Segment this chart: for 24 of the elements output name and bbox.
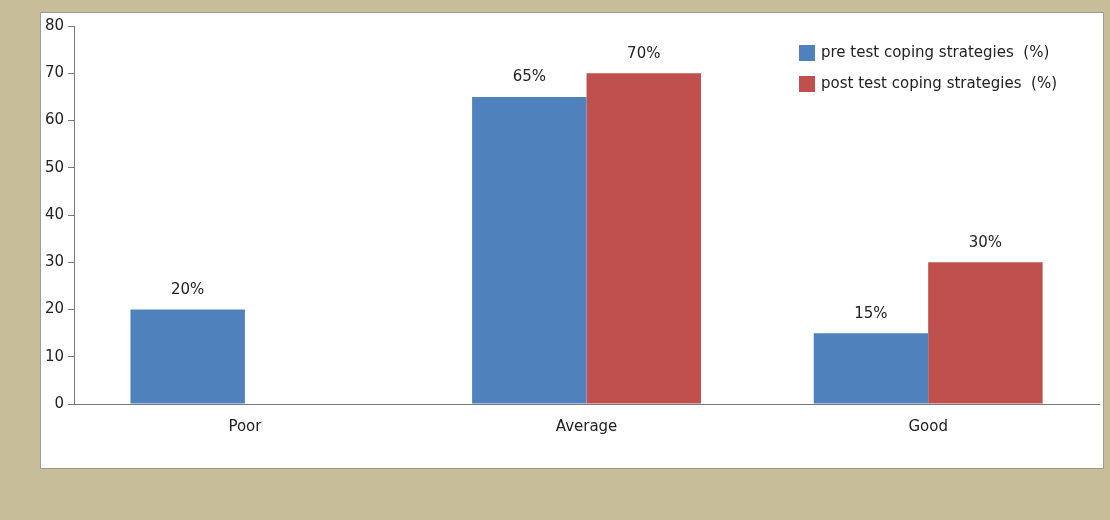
legend-label: post test coping strategies (%) [821, 73, 1058, 92]
data-label: 65% [512, 67, 546, 86]
legend-label: pre test coping strategies (%) [821, 42, 1050, 61]
y-tick-label: 60 [44, 110, 65, 129]
y-tick-label: 50 [44, 157, 65, 176]
x-tick-label: Average [555, 416, 618, 435]
y-tick-label: 40 [44, 204, 65, 223]
y-tick-label: 30 [44, 252, 65, 271]
bar [813, 333, 929, 404]
bar [472, 96, 587, 404]
y-tick-label: 80 [44, 15, 65, 34]
y-tick-label: 20 [44, 299, 65, 318]
x-tick-label: Poor [228, 416, 263, 435]
bar [130, 309, 245, 404]
y-tick-label: 0 [54, 393, 65, 412]
data-label: 30% [968, 232, 1003, 251]
bar [928, 262, 1043, 404]
data-label: 15% [854, 303, 888, 322]
x-tick-label: Good [908, 416, 948, 435]
y-tick-label: 70 [44, 63, 65, 82]
data-label: 70% [627, 43, 661, 62]
y-tick-label: 10 [44, 346, 65, 365]
data-label: 20% [171, 279, 205, 298]
bar [586, 73, 701, 404]
